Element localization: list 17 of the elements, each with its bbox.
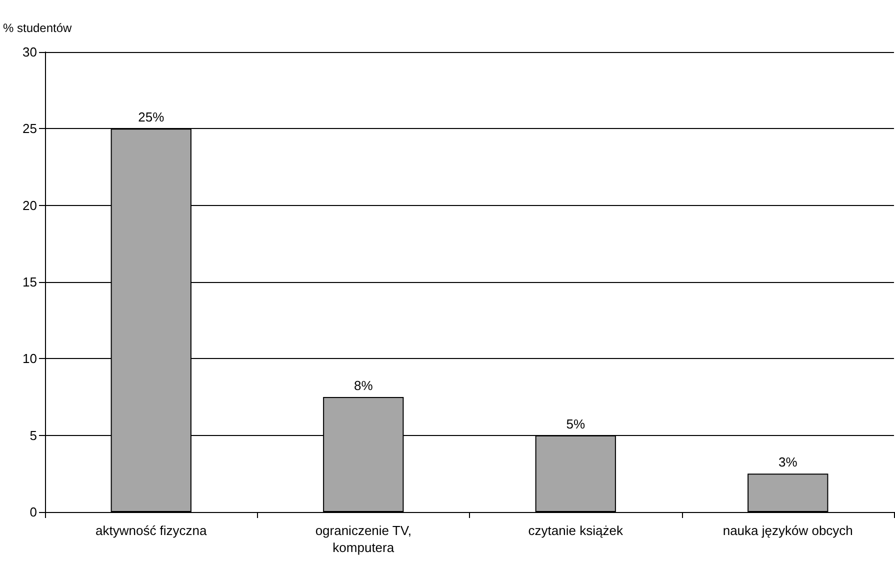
y-axis-title: % studentów [3, 21, 72, 35]
x-tick-label: aktywność fizyczna [95, 523, 208, 538]
data-label: 3% [778, 454, 798, 470]
data-label: 25% [138, 110, 165, 125]
y-tick-label: 5 [30, 428, 37, 443]
x-tick-label: nauka języków obcych [722, 523, 853, 538]
x-tick-label: ograniczenie TV, komputera [315, 523, 412, 555]
y-tick-label: 10 [22, 351, 37, 366]
y-tick-label: 25 [22, 121, 37, 136]
x-tick-label: czytanie książek [528, 523, 624, 538]
y-tick-label: 0 [30, 504, 37, 520]
bar [748, 474, 828, 512]
y-tick-label: 20 [22, 198, 37, 213]
y-tick-label: 30 [22, 44, 37, 60]
data-label: 8% [354, 378, 374, 393]
y-tick-label: 15 [22, 274, 37, 290]
data-label: 5% [566, 416, 586, 432]
